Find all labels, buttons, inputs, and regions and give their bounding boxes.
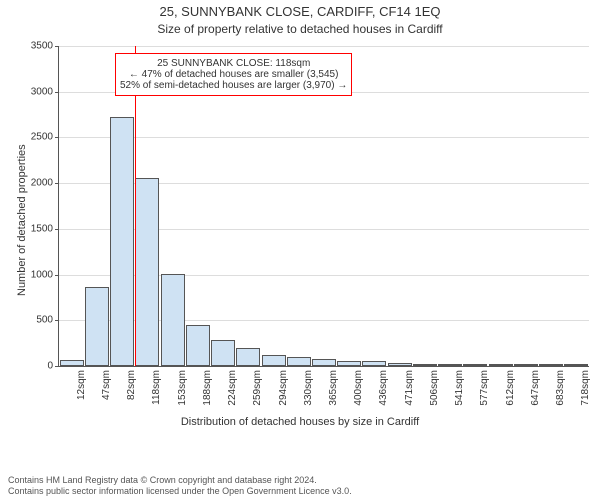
annotation-box: 25 SUNNYBANK CLOSE: 118sqm← 47% of detac… [115,53,352,96]
histogram-bar [413,364,437,366]
x-tick-label: 12sqm [76,370,87,400]
y-tick-label: 1000 [31,269,53,280]
page-subtitle: Size of property relative to detached ho… [0,22,600,36]
x-tick-label: 294sqm [278,370,289,406]
histogram-bar [161,274,185,366]
x-tick-label: 118sqm [151,370,162,405]
y-tick-label: 2500 [31,132,53,143]
x-tick-label: 647sqm [530,370,541,406]
y-tick-label: 2000 [31,178,53,189]
histogram-bar [514,364,538,366]
footer-line: Contains HM Land Registry data © Crown c… [8,475,592,485]
y-tick-label: 1500 [31,223,53,234]
x-tick-label: 471sqm [404,370,415,406]
y-tick-mark [55,137,59,138]
x-tick-label: 153sqm [177,370,188,406]
y-tick-mark [55,46,59,47]
x-tick-label: 330sqm [303,370,314,406]
histogram-bar [262,355,286,366]
histogram-bar [564,364,588,366]
y-tick-label: 3000 [31,86,53,97]
histogram-bar [60,360,84,366]
histogram-bar [287,357,311,366]
x-axis-label: Distribution of detached houses by size … [0,416,600,428]
y-tick-mark [55,366,59,367]
y-axis-label: Number of detached properties [16,144,28,296]
histogram-bar [362,361,386,366]
annotation-line: 25 SUNNYBANK CLOSE: 118sqm [120,58,347,69]
y-tick-mark [55,183,59,184]
x-tick-label: 400sqm [353,370,364,406]
histogram-bar [489,364,513,366]
gridline [59,137,589,138]
y-tick-mark [55,92,59,93]
x-tick-label: 541sqm [454,370,465,406]
footer-line: Contains public sector information licen… [8,486,592,496]
y-tick-mark [55,275,59,276]
annotation-line: ← 47% of detached houses are smaller (3,… [120,69,347,80]
x-tick-label: 259sqm [252,370,263,406]
x-tick-label: 436sqm [378,370,389,406]
page-title: 25, SUNNYBANK CLOSE, CARDIFF, CF14 1EQ [0,4,600,19]
histogram-bar [312,359,336,366]
histogram-bar [337,361,361,366]
x-tick-label: 82sqm [126,370,137,400]
y-tick-label: 500 [36,315,53,326]
x-tick-label: 506sqm [429,370,440,406]
x-tick-label: 365sqm [328,370,339,406]
annotation-line: 52% of semi-detached houses are larger (… [120,80,347,91]
x-tick-label: 718sqm [580,370,591,406]
x-tick-label: 577sqm [479,370,490,406]
histogram-bar [236,348,260,366]
x-tick-label: 188sqm [202,370,213,406]
y-tick-label: 3500 [31,41,53,52]
x-tick-label: 683sqm [555,370,566,406]
x-tick-label: 47sqm [101,370,112,400]
y-tick-label: 0 [47,361,53,372]
histogram-bar [110,117,134,366]
histogram-bar [211,340,235,367]
histogram-bar [186,325,210,366]
y-tick-mark [55,229,59,230]
x-tick-label: 612sqm [505,370,516,406]
histogram-bar [463,364,487,366]
footer-attribution: Contains HM Land Registry data © Crown c… [8,475,592,496]
histogram-bar [388,363,412,366]
y-tick-mark [55,320,59,321]
x-tick-label: 224sqm [227,370,238,406]
histogram-bar [135,178,159,366]
histogram-bar [438,364,462,366]
histogram-bar [85,287,109,366]
histogram-bar [539,364,563,366]
gridline [59,46,589,47]
